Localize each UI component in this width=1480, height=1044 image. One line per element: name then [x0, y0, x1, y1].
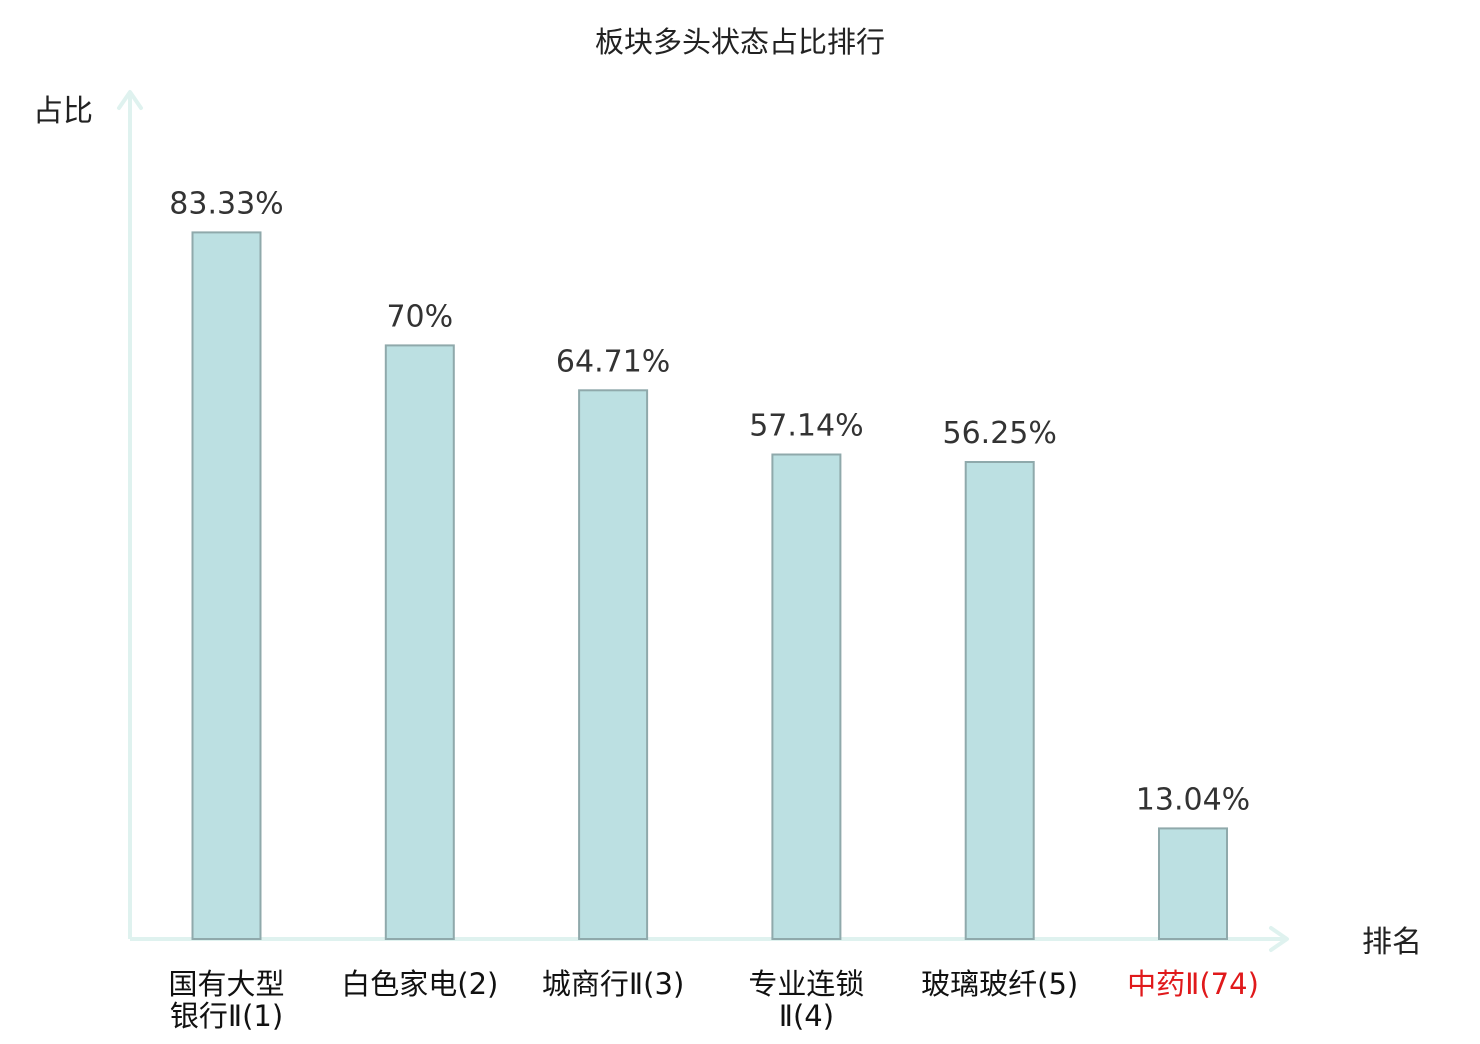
value-label: 70%: [386, 299, 453, 334]
bar: [191, 231, 262, 940]
category-label: 中药Ⅱ(74): [1127, 967, 1259, 1001]
category-label: 玻璃玻纤(5): [921, 967, 1078, 1001]
category-label: 专业连锁: [748, 967, 864, 1001]
x-axis-arrow-icon: [1269, 926, 1289, 952]
bar: [771, 453, 842, 940]
category-label: 城商行Ⅱ(3): [542, 967, 684, 1001]
value-label: 56.25%: [943, 416, 1057, 451]
value-label: 57.14%: [749, 409, 863, 444]
bar: [578, 389, 649, 940]
bar: [384, 344, 455, 940]
x-axis-label: 排名: [1362, 925, 1422, 960]
chart-title: 板块多头状态占比排行: [595, 25, 885, 59]
category-label: Ⅱ(4): [779, 999, 834, 1033]
category-label: 银行Ⅱ(1): [170, 999, 283, 1033]
y-axis-label: 占比: [33, 94, 93, 129]
category-label: 国有大型: [168, 967, 284, 1001]
bar: [1158, 827, 1228, 941]
category-label: 白色家电(2): [341, 967, 498, 1001]
value-label: 13.04%: [1136, 782, 1250, 817]
value-label: 64.71%: [556, 344, 670, 379]
value-label: 83.33%: [169, 186, 283, 221]
bar: [964, 461, 1035, 940]
y-axis-arrow-icon: [117, 90, 143, 110]
